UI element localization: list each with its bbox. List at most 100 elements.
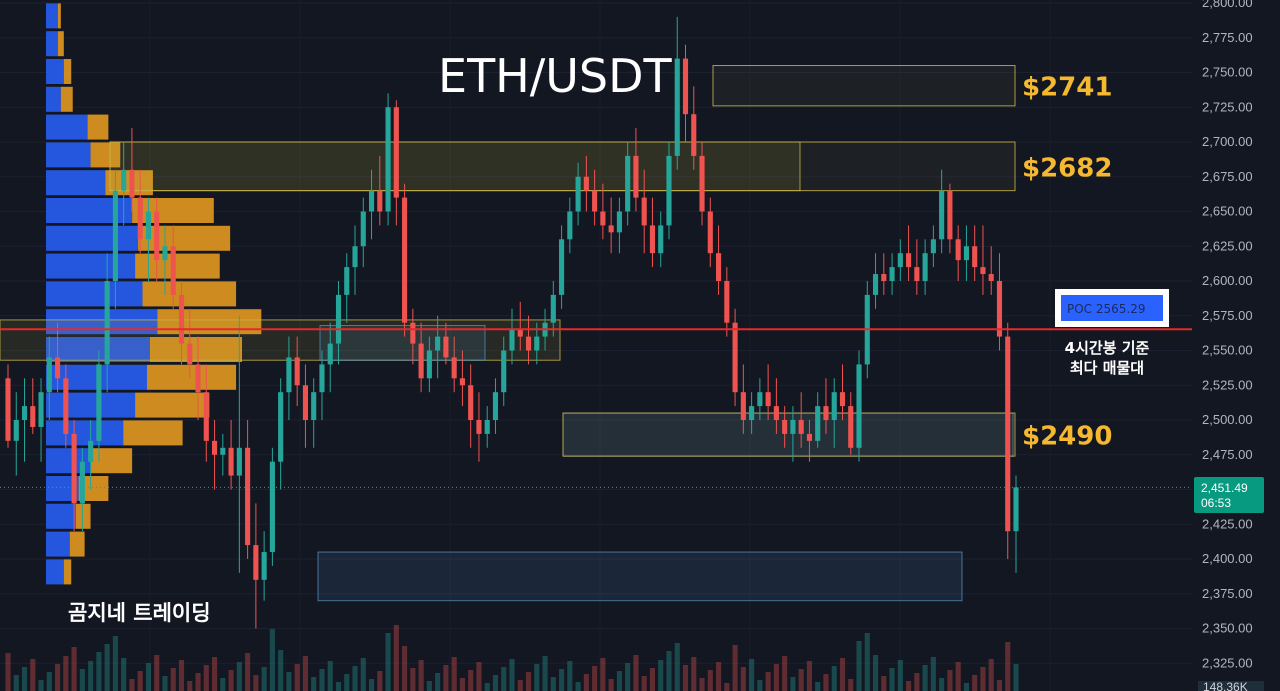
y-tick-label: 2,375.00 — [1202, 586, 1253, 601]
candle-body — [385, 107, 391, 212]
candle-body — [492, 392, 499, 420]
volume-bar — [63, 656, 69, 691]
vp-orange-bar — [63, 559, 72, 585]
volume-bar — [864, 633, 870, 691]
volume-bar — [344, 674, 350, 691]
candle-body — [831, 392, 837, 420]
candle-body — [121, 169, 127, 191]
volume-bar — [559, 669, 565, 691]
volume-bar — [368, 679, 375, 691]
price-axis: 2,800.00 2,775.00 2,750.00 2,725.00 2,700.00… — [1192, 0, 1280, 691]
volume-profile — [46, 3, 262, 585]
candle-body — [782, 420, 788, 434]
candle-body — [236, 447, 242, 476]
volume-bar — [492, 675, 499, 691]
candle-body — [360, 211, 366, 247]
volume-bar — [426, 681, 432, 691]
candle-body — [509, 329, 515, 351]
vp-orange-bar — [57, 3, 61, 29]
y-tick-label: 2,400.00 — [1202, 551, 1253, 566]
vp-orange-bar — [57, 31, 64, 57]
volume-bar — [872, 655, 879, 691]
candle-body — [112, 190, 118, 281]
candle-body — [55, 357, 61, 379]
volume-bar — [278, 650, 284, 691]
volume-bar — [302, 656, 309, 691]
volume-bar — [996, 680, 1003, 691]
volume-bar — [236, 662, 242, 691]
vp-orange-bar — [90, 448, 133, 474]
volume-bar — [707, 670, 713, 691]
volume-bar — [228, 670, 234, 691]
volume-bar — [311, 677, 317, 691]
volume-bar — [848, 679, 854, 691]
candle-body — [790, 420, 796, 434]
candle-body — [765, 392, 771, 407]
poc-badge-label: POC 2565.29 — [1067, 302, 1146, 316]
volume-bar — [319, 669, 325, 691]
candle-body — [319, 364, 325, 393]
axis-background — [1192, 0, 1280, 691]
poc-note-line1: 4시간봉 기준 — [1065, 339, 1150, 357]
volume-bar — [509, 659, 515, 691]
candle-body — [377, 190, 383, 212]
volume-bar — [732, 645, 738, 691]
volume-bar — [162, 676, 168, 691]
chart-title: ETH/USDT — [438, 49, 673, 103]
volume-bar — [881, 676, 887, 691]
volume-bar — [749, 659, 755, 691]
volume-bar — [980, 667, 986, 691]
candle-body — [71, 433, 77, 504]
candle-body — [922, 253, 928, 281]
candle-body — [187, 343, 193, 365]
level-label: $2741 — [1022, 73, 1112, 103]
candle-body — [63, 378, 69, 434]
y-tick-label: 2,575.00 — [1202, 308, 1253, 323]
candle-body — [162, 246, 168, 261]
poc-line — [0, 328, 1192, 488]
candle-body — [674, 58, 680, 156]
y-tick-label: 2,625.00 — [1202, 238, 1253, 253]
candle-body — [335, 294, 342, 344]
candle-body — [715, 253, 722, 281]
vp-orange-bar — [123, 420, 183, 446]
volume-bar — [418, 660, 424, 691]
candle-body — [418, 343, 424, 379]
volume-bar — [922, 665, 928, 691]
volume-bar — [71, 647, 77, 691]
volume-bar — [286, 672, 292, 691]
candle-body — [393, 107, 399, 198]
y-tick-label: 2,650.00 — [1202, 204, 1253, 219]
y-tick-label: 2,425.00 — [1202, 516, 1253, 531]
volume-bar — [839, 658, 846, 691]
candle-body — [856, 364, 862, 448]
candle-body — [1005, 336, 1011, 532]
candle-body — [30, 406, 36, 427]
candle-body — [525, 336, 532, 351]
y-tick-label: 2,525.00 — [1202, 377, 1253, 392]
candle-body — [980, 267, 986, 275]
level-label: $2682 — [1022, 153, 1112, 183]
candle-body — [302, 385, 309, 420]
volume-bar — [195, 673, 201, 691]
candle-body — [691, 114, 697, 156]
volume-bar — [360, 658, 366, 691]
volume-bar — [46, 672, 52, 691]
candle-body — [220, 447, 226, 455]
candle-body — [732, 322, 738, 393]
volume-bar — [550, 677, 556, 691]
candle-body — [616, 211, 622, 233]
vp-blue-bar — [46, 420, 124, 446]
volume-bar — [104, 644, 110, 691]
candle-body — [253, 545, 259, 580]
y-tick-label: 2,700.00 — [1202, 134, 1253, 149]
level-box — [712, 65, 1016, 107]
candle-body — [79, 461, 85, 504]
volume-bar — [963, 683, 969, 691]
candle-body — [906, 253, 912, 268]
volume-bar — [906, 681, 912, 691]
vp-blue-bar — [46, 114, 88, 140]
volume-bar — [1005, 642, 1011, 691]
poc-note-line2: 최다 매물대 — [1070, 359, 1144, 377]
